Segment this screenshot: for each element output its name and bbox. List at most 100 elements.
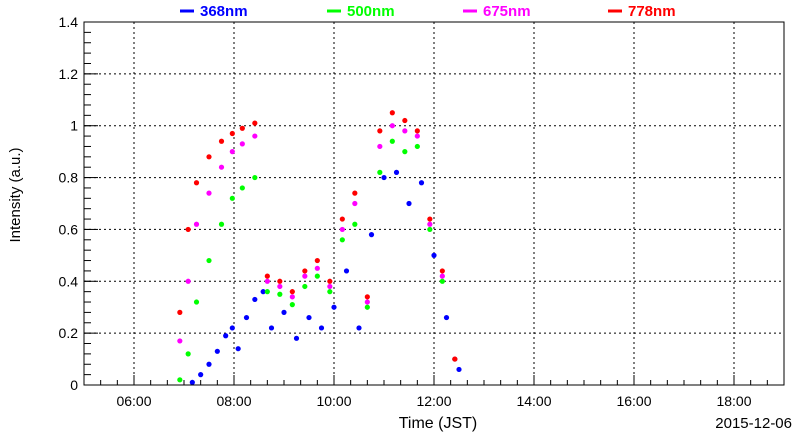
- data-point: [252, 120, 258, 126]
- data-point: [331, 304, 337, 310]
- data-point: [239, 185, 245, 191]
- data-point: [343, 268, 350, 274]
- data-point: [327, 289, 333, 295]
- data-point: [252, 133, 258, 139]
- data-point: [229, 325, 235, 331]
- data-point: [206, 361, 212, 367]
- data-point: [377, 143, 383, 150]
- data-point: [189, 379, 195, 386]
- data-point: [302, 283, 308, 290]
- data-point: [185, 226, 191, 233]
- x-tick-label: 18:00: [716, 393, 751, 409]
- data-point: [427, 226, 433, 233]
- data-point: [389, 123, 395, 129]
- data-point: [314, 273, 320, 279]
- data-point: [206, 154, 212, 160]
- data-point: [243, 314, 250, 321]
- data-point: [302, 268, 308, 274]
- x-tick-label: 16:00: [616, 393, 651, 409]
- data-point: [439, 273, 445, 279]
- data-point: [414, 133, 420, 139]
- data-point: [177, 338, 183, 344]
- data-point: [427, 221, 433, 227]
- data-point: [218, 221, 225, 227]
- y-tick-label: 1.4: [59, 14, 79, 30]
- x-tick-label: 08:00: [216, 393, 251, 409]
- data-point: [281, 309, 287, 315]
- data-point: [364, 299, 370, 305]
- y-tick-label: 0.2: [59, 325, 79, 341]
- x-tick-label: 10:00: [316, 393, 351, 409]
- data-point: [402, 149, 408, 155]
- data-point: [239, 141, 245, 147]
- data-point: [293, 335, 300, 341]
- data-point: [177, 377, 183, 383]
- data-point: [389, 110, 395, 116]
- data-point: [218, 138, 225, 144]
- data-point: [264, 273, 270, 279]
- data-point: [406, 200, 412, 207]
- data-point: [229, 195, 235, 201]
- data-point: [277, 283, 283, 290]
- data-point: [356, 325, 362, 331]
- x-tick-label: 06:00: [116, 393, 151, 409]
- y-tick-label: 0.4: [59, 273, 79, 289]
- data-point: [439, 278, 445, 284]
- data-point: [177, 309, 183, 315]
- data-point: [402, 117, 408, 124]
- data-point: [306, 314, 312, 321]
- data-point: [193, 180, 200, 186]
- x-tick-label: 14:00: [516, 393, 551, 409]
- legend-label: 368nm: [200, 3, 248, 20]
- data-point: [235, 346, 241, 352]
- data-point: [239, 125, 245, 131]
- data-point: [198, 372, 204, 378]
- data-point: [364, 304, 370, 310]
- data-point: [289, 289, 295, 295]
- data-point: [402, 128, 408, 134]
- data-point: [218, 164, 225, 170]
- data-point: [364, 294, 370, 300]
- data-point: [193, 299, 200, 305]
- data-point: [389, 138, 395, 144]
- data-point: [277, 278, 283, 284]
- data-point: [339, 226, 345, 233]
- data-point: [414, 143, 420, 150]
- data-point: [418, 180, 425, 186]
- y-tick-label: 0: [70, 377, 78, 393]
- x-tick-label: 12:00: [416, 393, 451, 409]
- data-point: [185, 351, 191, 357]
- data-point: [229, 149, 235, 155]
- data-point: [377, 128, 383, 134]
- data-point: [393, 169, 400, 175]
- legend: 368nm 500nm 675nm 778nm: [180, 3, 676, 20]
- data-point: [327, 278, 333, 284]
- data-point: [443, 314, 450, 321]
- data-point: [223, 333, 229, 339]
- data-point: [193, 221, 200, 227]
- data-point: [381, 174, 387, 181]
- data-point: [456, 366, 462, 373]
- data-point: [427, 216, 433, 222]
- axes: 06:00 08:00 10:00 12:00 14:00 16:00 18:00 0 0.2 0…: [59, 14, 785, 409]
- data-point: [414, 128, 420, 134]
- data-point: [439, 268, 445, 274]
- legend-label: 778nm: [628, 3, 676, 20]
- data-point: [264, 278, 270, 284]
- data-point: [229, 130, 235, 137]
- y-tick-label: 1: [70, 118, 78, 134]
- data-point: [289, 302, 295, 308]
- data-point: [206, 257, 212, 264]
- data-point: [452, 356, 458, 362]
- data-point: [327, 283, 333, 290]
- data-point: [314, 265, 320, 271]
- data-point: [264, 289, 270, 295]
- data-point: [289, 294, 295, 300]
- data-point: [277, 291, 283, 297]
- data-point: [185, 278, 191, 284]
- data-points: [177, 110, 462, 386]
- y-axis-label: Intensity (a.u.): [7, 147, 24, 242]
- y-tick-label: 0.6: [59, 221, 79, 237]
- data-point: [206, 190, 212, 196]
- x-axis-label: Time (JST): [399, 415, 478, 432]
